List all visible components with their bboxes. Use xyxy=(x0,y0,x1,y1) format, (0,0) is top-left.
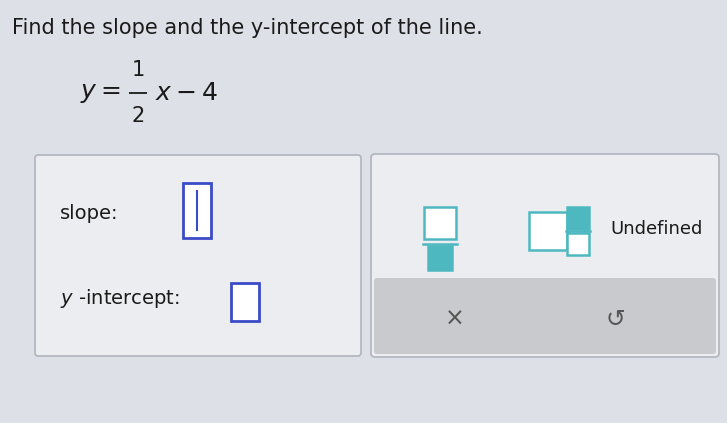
Text: Undefined: Undefined xyxy=(611,220,703,238)
Text: slope:: slope: xyxy=(60,203,119,222)
Bar xyxy=(231,283,259,321)
FancyBboxPatch shape xyxy=(374,278,716,354)
Text: ×: × xyxy=(445,307,465,331)
Text: $y=$: $y=$ xyxy=(80,81,121,105)
Bar xyxy=(183,183,211,238)
Text: ↺: ↺ xyxy=(605,307,625,331)
FancyBboxPatch shape xyxy=(371,154,719,357)
Bar xyxy=(529,212,567,250)
Bar xyxy=(428,246,452,270)
Text: 2: 2 xyxy=(132,106,145,126)
Text: Find the slope and the y-intercept of the line.: Find the slope and the y-intercept of th… xyxy=(12,18,483,38)
FancyBboxPatch shape xyxy=(35,155,361,356)
Bar xyxy=(567,233,589,255)
Text: $x-4$: $x-4$ xyxy=(155,81,217,105)
Text: $y$ -intercept:: $y$ -intercept: xyxy=(60,286,180,310)
Bar xyxy=(567,207,589,229)
Text: 1: 1 xyxy=(132,60,145,80)
Bar xyxy=(424,207,456,239)
